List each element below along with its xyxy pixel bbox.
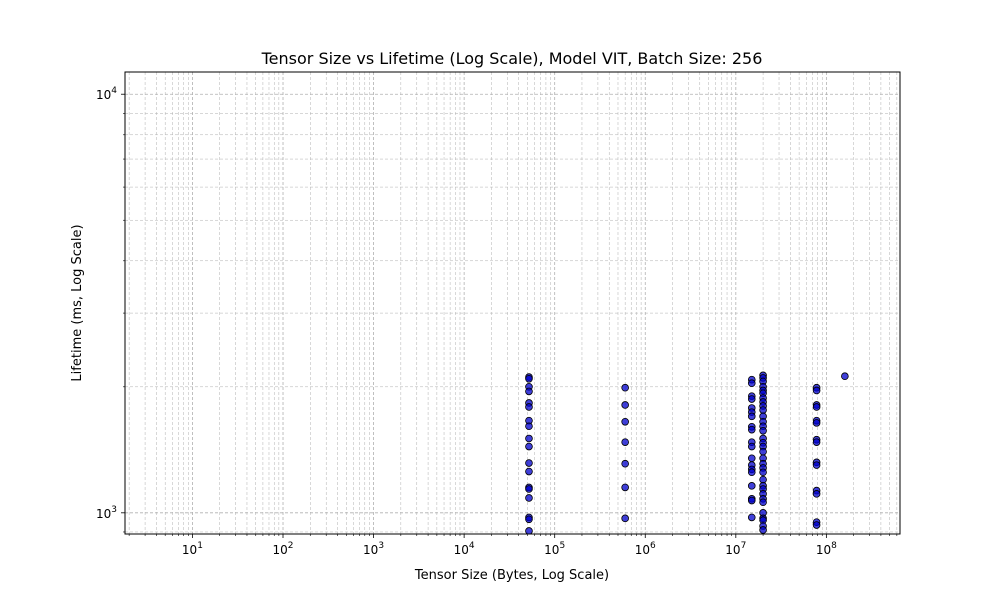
data-point	[812, 438, 821, 446]
data-point	[841, 372, 849, 381]
data-point	[759, 526, 767, 534]
data-point	[759, 447, 767, 456]
x-tick-label: 101	[182, 541, 203, 557]
x-tick-label: 107	[725, 541, 746, 557]
data-point	[621, 401, 629, 409]
data-point	[525, 485, 533, 493]
data-point	[747, 468, 756, 477]
data-point	[759, 406, 767, 414]
x-tick-label: 103	[363, 541, 384, 557]
x-axis-label: Tensor Size (Bytes, Log Scale)	[414, 568, 609, 583]
axis-ticks: 101 102 103 104 105 106 107 108 103 104	[96, 86, 898, 557]
data-point	[759, 498, 767, 507]
data-point	[525, 442, 533, 451]
data-point	[525, 527, 533, 534]
data-point	[747, 513, 756, 522]
data-point	[621, 459, 629, 468]
data-point	[747, 395, 756, 403]
data-point	[525, 494, 533, 502]
data-point	[812, 461, 821, 469]
data-point	[525, 403, 533, 411]
data-point	[812, 403, 821, 411]
plot-frame	[124, 71, 901, 535]
data-point	[747, 412, 756, 421]
x-tick-label: 108	[816, 541, 837, 557]
chart-title: Tensor Size vs Lifetime (Log Scale), Mod…	[261, 49, 763, 68]
data-point	[812, 521, 821, 529]
data-point	[747, 379, 756, 388]
data-point	[525, 387, 533, 396]
data-point	[747, 442, 756, 451]
x-tick-label: 106	[635, 541, 656, 557]
x-tick-label: 104	[454, 541, 475, 557]
data-point	[621, 438, 629, 446]
y-tick-label: 103	[96, 505, 117, 521]
data-point	[525, 375, 533, 383]
data-point	[525, 515, 533, 524]
data-point	[621, 417, 629, 426]
data-points	[525, 371, 849, 534]
data-point	[747, 496, 756, 505]
data-point	[812, 386, 821, 395]
grid	[125, 72, 900, 534]
data-point	[621, 483, 629, 492]
data-point	[747, 482, 756, 490]
data-point	[747, 454, 756, 463]
y-axis-label: Lifetime (ms, Log Scale)	[70, 224, 85, 381]
data-point	[747, 425, 756, 434]
data-point	[621, 383, 629, 392]
data-point	[812, 490, 821, 498]
x-tick-label: 105	[544, 541, 565, 557]
data-point	[759, 468, 767, 477]
data-point	[525, 467, 533, 476]
data-point	[621, 514, 629, 523]
data-point	[812, 419, 821, 427]
data-point	[759, 427, 767, 435]
data-point	[525, 459, 533, 467]
y-tick-label: 104	[96, 86, 117, 102]
data-point	[525, 434, 533, 443]
data-point	[525, 422, 533, 431]
x-tick-label: 102	[272, 541, 293, 557]
